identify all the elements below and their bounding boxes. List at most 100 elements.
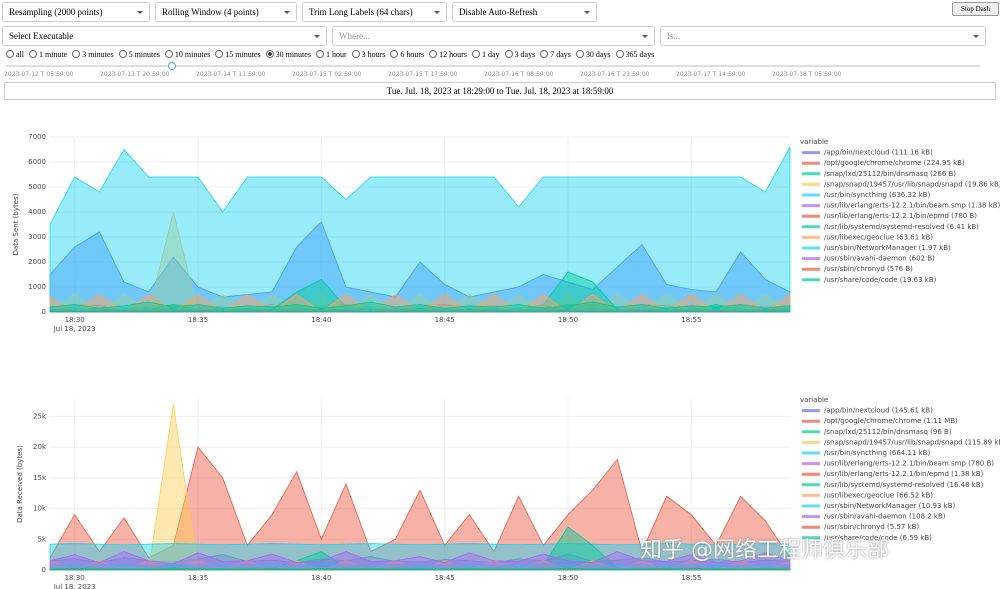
- legend-label: /usr/libexec/geoclue (63.61 kB): [824, 233, 933, 241]
- legend-label: /usr/sbin/NetworkManager (1.97 kB): [824, 244, 951, 252]
- legend-label: /usr/bin/syncthing (636.32 kB): [824, 191, 930, 199]
- legend-label: /usr/sbin/NetworkManager (10.93 kB): [824, 502, 955, 510]
- executable-select[interactable]: Select Executable: [2, 26, 327, 46]
- area: [49, 446, 791, 571]
- x-tick-label: 18:30: [65, 574, 85, 582]
- slider-label: 2023-07-12 T 05:59:00: [4, 71, 74, 78]
- dropdown[interactable]: Resampling (2000 points): [2, 2, 150, 22]
- slider-label: 2023-07-15 T 02:59:00: [292, 71, 362, 78]
- area: [49, 293, 791, 313]
- x-date-label: Jul 18, 2023: [53, 583, 96, 589]
- legend-label: /usr/lib/systemd/systemd-resolved (6.41 …: [824, 223, 979, 231]
- y-axis-title: Data Sent (bytes): [12, 193, 20, 255]
- is-select[interactable]: Is...: [660, 26, 986, 46]
- legend-label: /usr/libexec/geoclue (66.52 kB): [824, 491, 933, 499]
- legend-title: variable: [800, 396, 828, 404]
- time-range-option[interactable]: 365 days: [616, 50, 655, 59]
- legend-label: /usr/lib/erlang/erts-12.2.1/bin/epmd (1.…: [824, 470, 984, 478]
- dropdown[interactable]: Rolling Window (4 points): [155, 2, 297, 22]
- range-text: Tue. Jul. 18, 2023 at 18:29:00 to Tue. J…: [4, 82, 996, 100]
- y-tick-label: 0: [42, 566, 46, 574]
- y-tick-label: 7000: [28, 133, 46, 141]
- x-tick-label: 18:55: [681, 574, 701, 582]
- slider-label: 2023-07-18 T 05:59:00: [772, 71, 842, 78]
- legend-label: /snap/snapd/19457/usr/lib/snapd/snapd (1…: [824, 438, 1000, 446]
- time-range-option[interactable]: 3 hours: [352, 50, 386, 59]
- time-range-option[interactable]: 10 minutes: [165, 50, 210, 59]
- legend-label: /usr/sbin/avahi-daemon (108.2 kB): [824, 513, 946, 521]
- legend-label: /usr/bin/syncthing (664.11 kB): [824, 449, 930, 457]
- x-tick-label: 18:40: [311, 316, 331, 324]
- y-tick-label: 10k: [33, 505, 47, 513]
- time-slider[interactable]: 2023-07-12 T 05:59:00 2023-07-13 T 20:59:…: [0, 62, 1000, 80]
- time-range-radios: all 1 minute 3 minutes 5 minutes 10 minutes 1…: [6, 50, 654, 59]
- legend-label: /usr/share/code/code (6.59 kB): [824, 534, 932, 542]
- y-axis-title: Data Received (bytes): [16, 445, 24, 523]
- legend-label: /usr/sbin/chronyd (5.57 kB): [824, 523, 919, 531]
- y-tick-label: 3000: [28, 233, 46, 241]
- slider-label: 2023-07-13 T 20:59:00: [100, 71, 170, 78]
- where-select[interactable]: Where...: [332, 26, 655, 46]
- y-tick-label: 15k: [33, 474, 47, 482]
- slider-label: 2023-07-17 T 14:59:00: [676, 71, 746, 78]
- stop-button[interactable]: Stop Dash: [952, 2, 999, 16]
- x-tick-label: 18:50: [558, 316, 578, 324]
- time-range-option[interactable]: 30 minutes: [266, 50, 311, 59]
- area: [49, 146, 791, 313]
- time-range-option[interactable]: 7 days: [540, 50, 571, 59]
- area: [49, 221, 791, 313]
- time-range-option[interactable]: 3 days: [505, 50, 536, 59]
- legend-label: /snap/snapd/19457/usr/lib/snapd/snapd (1…: [824, 180, 1000, 188]
- x-tick-label: 18:35: [188, 574, 208, 582]
- time-range-option[interactable]: 5 minutes: [119, 50, 160, 59]
- time-range-option[interactable]: 3 minutes: [72, 50, 113, 59]
- legend-label: /usr/lib/erlang/erts-12.2.1/bin/epmd (78…: [824, 212, 977, 220]
- x-tick-label: 18:45: [435, 316, 455, 324]
- x-tick-label: 18:40: [311, 574, 331, 582]
- dropdown[interactable]: Trim Long Labels (64 chars): [302, 2, 447, 22]
- area: [49, 301, 791, 313]
- x-tick-label: 18:50: [558, 574, 578, 582]
- dropdown[interactable]: Disable Auto-Refresh: [452, 2, 597, 22]
- time-range-option[interactable]: 1 day: [472, 50, 500, 59]
- time-range-option[interactable]: 1 minute: [29, 50, 67, 59]
- x-date-label: Jul 18, 2023: [53, 325, 96, 333]
- y-tick-label: 5k: [37, 535, 46, 543]
- time-range-option[interactable]: 30 days: [576, 50, 611, 59]
- time-range-option[interactable]: 15 minutes: [215, 50, 260, 59]
- time-range-option[interactable]: all: [6, 50, 24, 59]
- y-tick-label: 4000: [28, 208, 46, 216]
- legend-label: /app/bin/nextcloud (111.16 kB): [824, 149, 933, 157]
- slider-label: 2023-07-14 T 11:59:00: [196, 71, 266, 78]
- x-tick-label: 18:35: [188, 316, 208, 324]
- legend-label: /app/bin/nextcloud (145.61 kB): [824, 407, 933, 415]
- area: [49, 553, 791, 571]
- y-tick-label: 25k: [33, 412, 47, 420]
- y-tick-label: 5000: [28, 183, 46, 191]
- legend-label: /usr/lib/erlang/erts-12.2.1/bin/beam.smp…: [824, 202, 1000, 210]
- x-tick-label: 18:30: [65, 316, 85, 324]
- legend-label: /usr/sbin/avahi-daemon (602 B): [824, 255, 935, 263]
- y-tick-label: 0: [42, 308, 46, 316]
- area: [49, 551, 791, 571]
- y-tick-label: 20k: [33, 443, 47, 451]
- legend-label: /usr/sbin/chronyd (576 B): [824, 265, 913, 273]
- legend-label: /usr/lib/systemd/systemd-resolved (16.48…: [824, 481, 984, 489]
- time-range-option[interactable]: 6 hours: [390, 50, 424, 59]
- slider-label: 2023-07-16 T 08:59:00: [484, 71, 554, 78]
- time-range-option[interactable]: 1 hour: [316, 50, 347, 59]
- legend-label: /usr/lib/erlang/erts-12.2.1/bin/beam.smp…: [824, 460, 994, 468]
- x-tick-label: 18:55: [681, 316, 701, 324]
- legend-label: /snap/lxd/25112/bin/dnsmasq (96 B): [824, 428, 952, 436]
- watermark: 知乎 @网络工程师俱乐部: [640, 538, 889, 563]
- legend-label: /opt/google/chrome/chrome (1.11 MB): [824, 417, 958, 425]
- area: [49, 567, 791, 571]
- time-range-option[interactable]: 12 hours: [429, 50, 467, 59]
- slider-label: 2023-07-15 T 17:59:00: [388, 71, 458, 78]
- y-tick-label: 2000: [28, 258, 46, 266]
- legend-label: /opt/google/chrome/chrome (224.95 kB): [824, 159, 965, 167]
- x-tick-label: 18:45: [435, 574, 455, 582]
- legend-label: /snap/lxd/25112/bin/dnsmasq (266 B): [824, 170, 956, 178]
